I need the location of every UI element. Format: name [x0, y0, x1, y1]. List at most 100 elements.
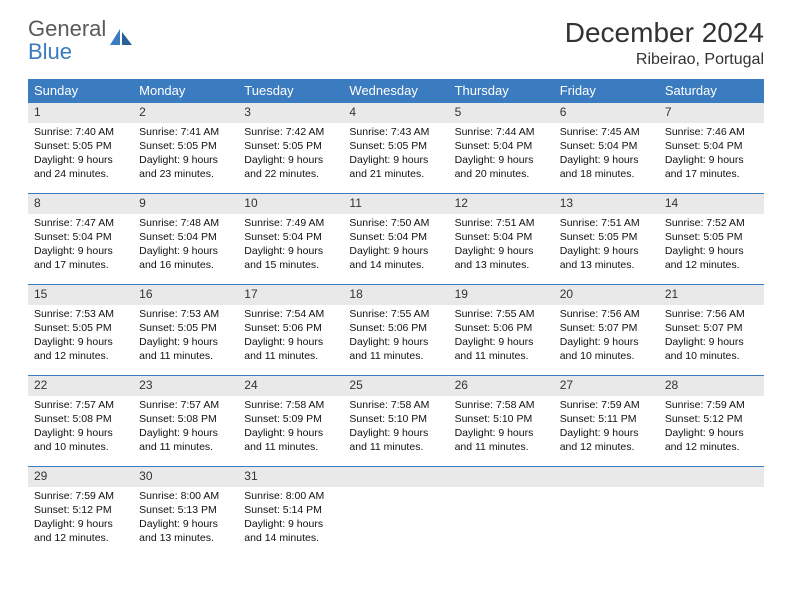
daylight-text: Daylight: 9 hours and 12 minutes. — [665, 245, 744, 271]
sunrise-text: Sunrise: 7:55 AM — [455, 308, 535, 320]
day-cell: Sunrise: 7:59 AMSunset: 5:12 PMDaylight:… — [28, 487, 133, 557]
sunrise-text: Sunrise: 7:56 AM — [665, 308, 745, 320]
day-number: 10 — [238, 193, 343, 214]
daylight-text: Daylight: 9 hours and 10 minutes. — [665, 336, 744, 362]
day-cell: Sunrise: 7:58 AMSunset: 5:10 PMDaylight:… — [449, 396, 554, 467]
sunrise-text: Sunrise: 7:44 AM — [455, 126, 535, 138]
day-cell: Sunrise: 7:53 AMSunset: 5:05 PMDaylight:… — [133, 305, 238, 376]
day-cell: Sunrise: 7:54 AMSunset: 5:06 PMDaylight:… — [238, 305, 343, 376]
day-number: 15 — [28, 284, 133, 305]
sunset-text: Sunset: 5:05 PM — [560, 231, 638, 243]
sunset-text: Sunset: 5:04 PM — [139, 231, 217, 243]
sunrise-text: Sunrise: 7:40 AM — [34, 126, 114, 138]
logo-sail-icon — [110, 29, 134, 47]
day-number: 20 — [554, 284, 659, 305]
sunset-text: Sunset: 5:09 PM — [244, 413, 322, 425]
daylight-text: Daylight: 9 hours and 17 minutes. — [34, 245, 113, 271]
daylight-text: Daylight: 9 hours and 12 minutes. — [34, 336, 113, 362]
sunset-text: Sunset: 5:05 PM — [34, 322, 112, 334]
daylight-text: Daylight: 9 hours and 12 minutes. — [560, 427, 639, 453]
day-number: 24 — [238, 375, 343, 396]
day-cell — [449, 487, 554, 557]
daylight-text: Daylight: 9 hours and 11 minutes. — [349, 427, 428, 453]
sunrise-text: Sunrise: 7:43 AM — [349, 126, 429, 138]
sunset-text: Sunset: 5:05 PM — [139, 140, 217, 152]
sunset-text: Sunset: 5:14 PM — [244, 504, 322, 516]
sunrise-text: Sunrise: 7:53 AM — [139, 308, 219, 320]
day-cell: Sunrise: 7:48 AMSunset: 5:04 PMDaylight:… — [133, 214, 238, 285]
day-content-row: Sunrise: 7:40 AM Sunset: 5:05 PM Daylight:… — [28, 123, 764, 194]
sunrise-text: Sunrise: 7:55 AM — [349, 308, 429, 320]
sunrise-text: Sunrise: 7:58 AM — [244, 399, 324, 411]
sunset-text: Sunset: 5:08 PM — [139, 413, 217, 425]
sunrise-text: Sunrise: 7:52 AM — [665, 217, 745, 229]
day-cell: Sunrise: 8:00 AMSunset: 5:14 PMDaylight:… — [238, 487, 343, 557]
logo-word1: General — [28, 16, 106, 41]
sunrise-text: Sunrise: 7:57 AM — [139, 399, 219, 411]
sunrise-text: Sunrise: 7:59 AM — [560, 399, 640, 411]
day-number: 1 — [28, 102, 133, 123]
day-number: 23 — [133, 375, 238, 396]
sunset-text: Sunset: 5:07 PM — [665, 322, 743, 334]
sunset-text: Sunset: 5:04 PM — [349, 231, 427, 243]
day-number — [554, 466, 659, 487]
day-cell: Sunrise: 7:49 AMSunset: 5:04 PMDaylight:… — [238, 214, 343, 285]
dow-header: Thursday — [449, 79, 554, 103]
day-number: 9 — [133, 193, 238, 214]
day-cell: Sunrise: 7:56 AM Sunset: 5:07 PM Daylight:… — [659, 305, 764, 376]
sunrise-text: Sunrise: 7:51 AM — [455, 217, 535, 229]
day-number: 13 — [554, 193, 659, 214]
day-number: 12 — [449, 193, 554, 214]
location: Ribeirao, Portugal — [565, 51, 764, 69]
dow-header-row: SundayMondayTuesdayWednesdayThursdayFrid… — [28, 79, 764, 103]
day-cell — [554, 487, 659, 557]
day-cell: Sunrise: 7:44 AMSunset: 5:04 PMDaylight:… — [449, 123, 554, 194]
day-cell: Sunrise: 7:58 AMSunset: 5:09 PMDaylight:… — [238, 396, 343, 467]
dow-header: Sunday — [28, 79, 133, 103]
daylight-text: Daylight: 9 hours and 13 minutes. — [455, 245, 534, 271]
sunset-text: Sunset: 5:06 PM — [349, 322, 427, 334]
daylight-text: Daylight: 9 hours and 17 minutes. — [665, 154, 744, 180]
day-number-row: 1234567 — [28, 102, 764, 123]
logo-word2: Blue — [28, 39, 72, 64]
sunset-text: Sunset: 5:08 PM — [34, 413, 112, 425]
sunrise-text: Sunrise: 7:59 AM — [665, 399, 745, 411]
sunrise-text: Sunrise: 7:58 AM — [455, 399, 535, 411]
daylight-text: Daylight: 9 hours and 14 minutes. — [349, 245, 428, 271]
daylight-text: Daylight: 9 hours and 11 minutes. — [349, 336, 428, 362]
dow-header: Friday — [554, 79, 659, 103]
day-cell: Sunrise: 7:58 AMSunset: 5:10 PMDaylight:… — [343, 396, 448, 467]
sunrise-text: Sunrise: 7:54 AM — [244, 308, 324, 320]
day-cell: Sunrise: 7:45 AMSunset: 5:04 PMDaylight:… — [554, 123, 659, 194]
day-number: 30 — [133, 466, 238, 487]
sunrise-text: Sunrise: 7:53 AM — [34, 308, 114, 320]
day-number: 28 — [659, 375, 764, 396]
day-number: 3 — [238, 102, 343, 123]
sunset-text: Sunset: 5:05 PM — [244, 140, 322, 152]
day-cell — [659, 487, 764, 557]
day-cell: Sunrise: 7:51 AM Sunset: 5:04 PM Daylight:… — [449, 214, 554, 285]
sunrise-text: Sunrise: 7:46 AM — [665, 126, 745, 138]
daylight-text: Daylight: 9 hours and 11 minutes. — [139, 427, 218, 453]
day-cell: Sunrise: 7:42 AMSunset: 5:05 PMDaylight:… — [238, 123, 343, 194]
sunset-text: Sunset: 5:10 PM — [349, 413, 427, 425]
day-cell: Sunrise: 7:57 AMSunset: 5:08 PMDaylight:… — [28, 396, 133, 467]
dow-header: Wednesday — [343, 79, 448, 103]
daylight-text: Daylight: 9 hours and 21 minutes. — [349, 154, 428, 180]
sunrise-text: Sunrise: 8:00 AM — [139, 490, 219, 502]
day-cell: Sunrise: 7:59 AMSunset: 5:12 PMDaylight:… — [659, 396, 764, 467]
day-number-row: 22232425262728 — [28, 375, 764, 396]
sunset-text: Sunset: 5:04 PM — [455, 140, 533, 152]
sunset-text: Sunset: 5:04 PM — [455, 231, 533, 243]
day-cell: Sunrise: 7:56 AMSunset: 5:07 PMDaylight:… — [554, 305, 659, 376]
header: General Blue December 2024 Ribeirao, Por… — [28, 18, 764, 69]
day-cell: Sunrise: 7:50 AMSunset: 5:04 PMDaylight:… — [343, 214, 448, 285]
day-number: 27 — [554, 375, 659, 396]
day-content-row: Sunrise: 7:59 AMSunset: 5:12 PMDaylight:… — [28, 487, 764, 557]
day-cell: Sunrise: 7:46 AMSunset: 5:04 PMDaylight:… — [659, 123, 764, 194]
day-number: 8 — [28, 193, 133, 214]
day-number: 18 — [343, 284, 448, 305]
daylight-text: Daylight: 9 hours and 18 minutes. — [560, 154, 639, 180]
daylight-text: Daylight: 9 hours and 16 minutes. — [139, 245, 218, 271]
day-content-row: Sunrise: 7:57 AM Sunset: 5:08 PM Daylight:… — [28, 396, 764, 467]
